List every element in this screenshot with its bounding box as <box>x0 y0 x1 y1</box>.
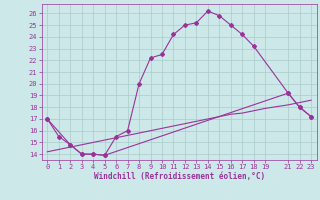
X-axis label: Windchill (Refroidissement éolien,°C): Windchill (Refroidissement éolien,°C) <box>94 172 265 181</box>
